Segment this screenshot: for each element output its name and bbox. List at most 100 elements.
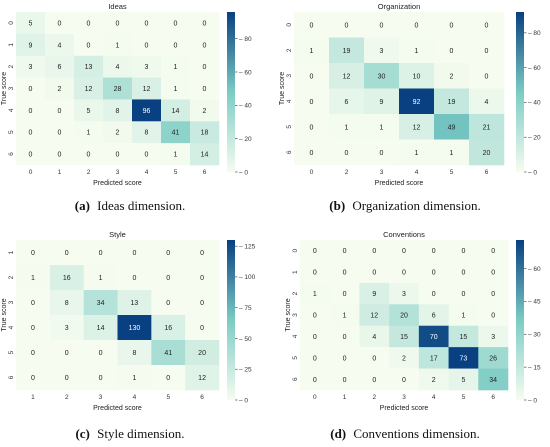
cell-value-label: 30 — [378, 73, 386, 80]
heatmap-cell — [151, 290, 186, 316]
cell-value-label: 16 — [164, 325, 172, 332]
cell-value-label: 0 — [313, 270, 317, 277]
cell-value-label: 0 — [203, 42, 207, 49]
heatmap-cell — [469, 114, 505, 140]
heatmap-cell — [329, 325, 360, 348]
cell-value-label: 14 — [201, 152, 209, 159]
heatmap-cell — [478, 304, 509, 327]
cell-value-label: 0 — [132, 250, 136, 257]
cell-value-label: 0 — [372, 355, 376, 362]
x-tick-label: 0 — [313, 394, 317, 401]
caption-label: (d) — [330, 426, 346, 441]
x-tick-label: 5 — [174, 169, 178, 176]
x-tick-label: 4 — [415, 169, 419, 176]
x-tick-label: 3 — [116, 169, 120, 176]
x-tick-labels: 0 1 2 3 4 5 6 — [313, 394, 495, 401]
heatmap-cell — [329, 261, 360, 284]
cell-value-label: 9 — [380, 99, 384, 106]
heatmap-cell — [49, 240, 84, 266]
cell-value-label: 15 — [400, 334, 408, 341]
caption-text: Ideas dimension. — [97, 198, 185, 213]
cell-value-label: 0 — [65, 250, 69, 257]
heatmap-cell — [161, 55, 191, 78]
heatmap-cell — [83, 315, 118, 341]
y-axis-label: True score — [1, 298, 8, 331]
cell-value-label: 2 — [116, 130, 120, 137]
y-tick-label: 6 — [8, 152, 15, 156]
heatmap-cell — [359, 282, 390, 305]
y-tick-label: 4 — [286, 99, 293, 103]
cell-value-label: 96 — [143, 108, 151, 115]
heatmap-cell — [190, 55, 220, 78]
heatmap-cell — [161, 121, 191, 144]
cell-value-label: 0 — [203, 86, 207, 93]
cell-value-label: 0 — [461, 248, 465, 255]
heatmap-cell — [185, 340, 220, 366]
heatmap-cell — [132, 143, 162, 166]
heatmap-cell — [448, 304, 479, 327]
cell-value-label: 28 — [114, 86, 122, 93]
heatmap-cell — [329, 114, 365, 140]
cell-value-label: 49 — [448, 124, 456, 131]
cell-value-label: 0 — [491, 270, 495, 277]
heatmap-cell — [16, 365, 51, 391]
cell-value-label: 0 — [372, 377, 376, 384]
heatmap-cell — [117, 240, 152, 266]
heatmap-cell — [83, 240, 118, 266]
heatmap-cell — [74, 55, 104, 78]
cell-value-label: 2 — [58, 86, 62, 93]
heatmap-cell — [478, 325, 509, 348]
cell-value-label: 1 — [174, 86, 178, 93]
heatmap-cell — [399, 139, 435, 166]
heatmap-cell — [389, 304, 420, 327]
caption-text: Style dimension. — [97, 426, 184, 441]
x-tick-label: 4 — [432, 394, 436, 401]
heatmap-cell — [469, 37, 505, 64]
heatmap-cell — [74, 12, 104, 35]
cell-value-label: 8 — [116, 108, 120, 115]
heatmap-cell — [448, 282, 479, 305]
cell-value-label: 2 — [402, 355, 406, 362]
x-tick-label: 0 — [29, 169, 33, 176]
heatmap-cell — [448, 261, 479, 284]
cell-value-label: 6 — [58, 64, 62, 71]
cell-value-label: 3 — [402, 291, 406, 298]
cell-value-label: 13 — [85, 64, 93, 71]
y-tick-labels: 0 1 2 3 4 5 6 — [8, 21, 15, 156]
heatmap-cell — [45, 121, 75, 144]
cell-value-label: 0 — [313, 313, 317, 320]
colorbar-tick-label: – 125 — [239, 243, 256, 250]
heatmap-cell — [364, 114, 400, 140]
cell-value-label: 0 — [145, 42, 149, 49]
heatmap-cell — [294, 139, 330, 166]
heatmap-cell — [389, 240, 420, 262]
heatmap-cell — [448, 368, 479, 391]
heatmap-cells: 5 0 0 0 0 0 09 4 0 1 0 0 03 6 13 4 3 1 00 2 12 28 12 1 00 0 5 8 96 14… — [16, 12, 220, 166]
heatmap-cell — [161, 12, 191, 35]
y-tick-label: 4 — [8, 108, 15, 112]
y-tick-label: 3 — [8, 300, 15, 304]
heatmap-cell — [300, 325, 331, 348]
heatmap-cell — [448, 347, 479, 369]
heatmap-cell — [190, 12, 220, 35]
cell-value-label: 0 — [65, 350, 69, 357]
heatmap-cell — [49, 365, 84, 391]
cell-value-label: 1 — [132, 375, 136, 382]
cell-value-label: 9 — [29, 42, 33, 49]
cell-value-label: 0 — [310, 124, 314, 131]
cell-value-label: 8 — [132, 350, 136, 357]
x-tick-label: 1 — [31, 394, 35, 401]
cell-value-label: 0 — [31, 375, 35, 382]
cell-value-label: 1 — [87, 130, 91, 137]
colorbar-tick-label: – 80 — [239, 36, 252, 43]
heatmap-cell — [161, 143, 191, 166]
x-tick-label: 6 — [200, 394, 204, 401]
heatmap-cell — [151, 340, 186, 366]
style-confusion-matrix-panel: Style Predicted score True score 0 0 0 0 0 0 1… — [1, 230, 256, 441]
cell-value-label: 0 — [485, 73, 489, 80]
cell-value-label: 1 — [116, 42, 120, 49]
caption: (d) Conventions dimension. — [330, 426, 480, 441]
heatmap-cell — [329, 240, 360, 262]
heatmap-cell — [49, 340, 84, 366]
